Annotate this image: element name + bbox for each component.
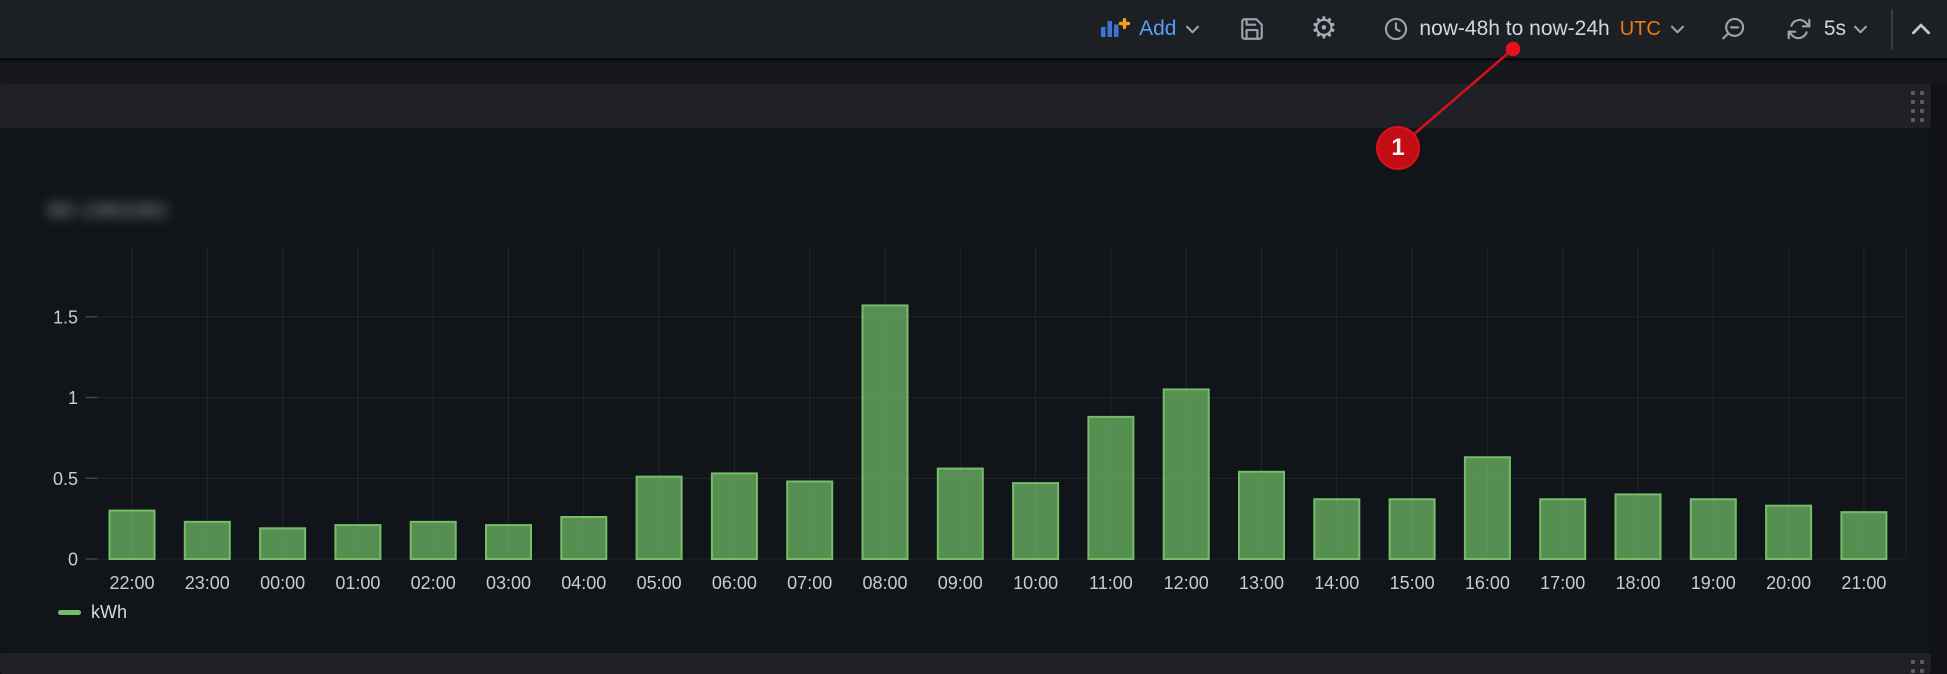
bar-10:00[interactable] bbox=[1012, 482, 1060, 560]
refresh-button[interactable] bbox=[1786, 16, 1812, 42]
dashboard-settings-button[interactable]: ⚙ bbox=[1311, 14, 1338, 44]
toolbar-divider bbox=[1891, 9, 1893, 49]
legend-series-marker bbox=[58, 609, 81, 615]
y-tick-label: 1.5 bbox=[53, 307, 78, 327]
bar-21:00[interactable] bbox=[1840, 511, 1888, 561]
bar-07:00[interactable] bbox=[786, 480, 834, 561]
timezone-label: UTC bbox=[1619, 17, 1661, 40]
bar-11:00[interactable] bbox=[1087, 415, 1135, 560]
y-tick-label: 1 bbox=[68, 388, 78, 408]
x-tick-label: 00:00 bbox=[260, 573, 305, 593]
x-tick-label: 14:00 bbox=[1314, 573, 1359, 593]
x-tick-label: 02:00 bbox=[411, 573, 456, 593]
add-button-label: Add bbox=[1139, 17, 1177, 40]
chevron-up-icon bbox=[1911, 23, 1931, 35]
gear-icon: ⚙ bbox=[1310, 11, 1338, 46]
refresh-interval-dropdown[interactable] bbox=[1854, 25, 1867, 34]
x-tick-label: 15:00 bbox=[1390, 573, 1435, 593]
x-tick-label: 06:00 bbox=[712, 573, 757, 593]
clock-icon bbox=[1385, 17, 1408, 41]
x-tick-label: 19:00 bbox=[1691, 573, 1736, 593]
x-tick-label: 07:00 bbox=[787, 573, 832, 593]
chevron-down-icon bbox=[1670, 25, 1684, 33]
bar-14:00[interactable] bbox=[1313, 498, 1361, 560]
panel-drag-handle[interactable] bbox=[1911, 660, 1924, 674]
x-tick-label: 13:00 bbox=[1239, 573, 1284, 593]
bar-09:00[interactable] bbox=[936, 467, 984, 560]
panel-drag-handle[interactable] bbox=[1911, 91, 1924, 122]
annotation-step-number: 1 bbox=[1391, 134, 1405, 161]
annotation-step-badge: 1 bbox=[1376, 126, 1420, 170]
bar-01:00[interactable] bbox=[334, 524, 382, 560]
x-tick-label: 01:00 bbox=[335, 573, 380, 593]
legend-item-kwh[interactable]: kWh bbox=[58, 600, 127, 624]
refresh-icon bbox=[1787, 18, 1811, 40]
x-tick-label: 05:00 bbox=[637, 573, 682, 593]
x-tick-label: 22:00 bbox=[109, 573, 154, 593]
x-tick-label: 12:00 bbox=[1164, 573, 1209, 593]
kwh-bar-chart[interactable]: 0 0.5 1 1.5 22:00 23:00 00:00 01:00 02:00 03:00 04… bbox=[0, 128, 1947, 652]
bar-04:00[interactable] bbox=[560, 516, 608, 561]
save-dashboard-button[interactable] bbox=[1239, 16, 1265, 42]
x-tick-label: 09:00 bbox=[938, 573, 983, 593]
bar-17:00[interactable] bbox=[1539, 498, 1587, 560]
bar-15:00[interactable] bbox=[1388, 498, 1436, 560]
bar-03:00[interactable] bbox=[485, 524, 532, 560]
x-tick-label: 08:00 bbox=[862, 573, 907, 593]
toolbar-collapse-button[interactable] bbox=[1911, 23, 1931, 35]
bar-19:00[interactable] bbox=[1689, 498, 1737, 560]
time-zoom-out-button[interactable] bbox=[1720, 16, 1746, 42]
bar-22:00[interactable] bbox=[108, 509, 156, 560]
refresh-controls: 5s bbox=[1786, 16, 1867, 42]
bar-02:00[interactable] bbox=[409, 520, 457, 561]
bar-08:00[interactable] bbox=[861, 304, 909, 560]
refresh-interval-label: 5s bbox=[1823, 17, 1846, 40]
x-tick-label: 23:00 bbox=[185, 573, 230, 593]
x-tick-label: 04:00 bbox=[561, 573, 606, 593]
bottom-panel-strip bbox=[0, 653, 1931, 674]
legend-series-label: kWh bbox=[91, 601, 127, 622]
bar-06:00[interactable] bbox=[710, 472, 758, 560]
bar-chart-plus-icon bbox=[1101, 18, 1131, 37]
bar-12:00[interactable] bbox=[1162, 388, 1210, 560]
bar-20:00[interactable] bbox=[1765, 504, 1813, 560]
x-tick-label: 10:00 bbox=[1013, 573, 1058, 593]
chart-panel bbox=[0, 128, 1931, 652]
x-tick-label: 17:00 bbox=[1540, 573, 1585, 593]
chevron-down-icon bbox=[1854, 25, 1867, 33]
x-tick-label: 20:00 bbox=[1766, 573, 1811, 593]
dashboard-toolbar: Add ⚙ now-48h to now-24h UTC bbox=[0, 0, 1947, 60]
save-icon bbox=[1240, 18, 1263, 40]
dashboard-background bbox=[0, 62, 1947, 84]
x-tick-label: 21:00 bbox=[1841, 573, 1886, 593]
x-tick-label: 18:00 bbox=[1615, 573, 1660, 593]
x-tick-label: 16:00 bbox=[1465, 573, 1510, 593]
time-range-picker[interactable]: now-48h to now-24h UTC bbox=[1383, 16, 1684, 42]
bar-18:00[interactable] bbox=[1614, 493, 1662, 560]
chevron-down-icon bbox=[1185, 25, 1199, 33]
panel-title[interactable]: 8D-1983382 bbox=[48, 200, 169, 222]
bar-13:00[interactable] bbox=[1238, 470, 1285, 561]
time-range-label: now-48h to now-24h bbox=[1419, 17, 1610, 40]
bar-00:00[interactable] bbox=[259, 527, 307, 561]
x-tick-label: 11:00 bbox=[1089, 573, 1133, 593]
bar-05:00[interactable] bbox=[635, 475, 683, 561]
top-panel-strip bbox=[0, 84, 1931, 128]
y-tick-label: 0 bbox=[68, 550, 78, 570]
add-panel-button[interactable]: Add bbox=[1101, 17, 1199, 41]
zoom-out-icon bbox=[1721, 17, 1744, 40]
bar-23:00[interactable] bbox=[183, 520, 231, 561]
bar-16:00[interactable] bbox=[1463, 456, 1511, 561]
x-tick-label: 03:00 bbox=[486, 573, 531, 593]
y-tick-label: 0.5 bbox=[53, 469, 78, 489]
